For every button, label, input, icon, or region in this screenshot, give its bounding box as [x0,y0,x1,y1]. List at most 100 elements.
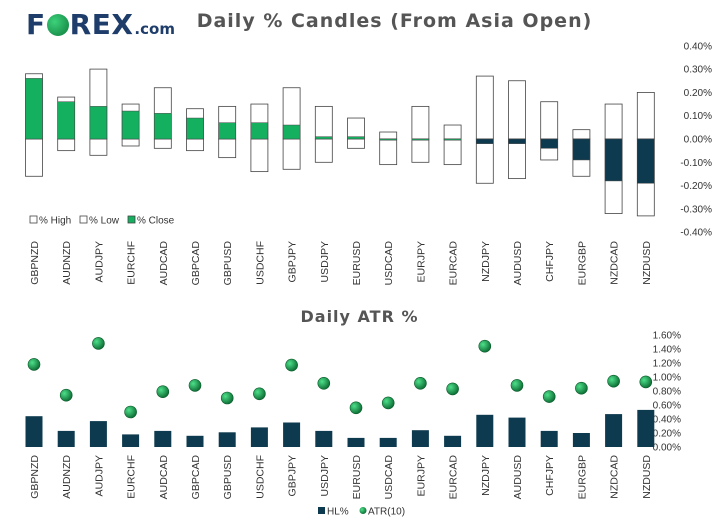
candle-close-bar [25,78,43,140]
candle-category-label: AUDNZD [61,241,73,285]
logo-domain: .com [134,20,175,38]
atr-legend-swatch [318,507,325,514]
candle-y-tick: -0.40% [680,228,712,239]
atr-marker [349,401,363,415]
candle-category-label: EURCHF [126,241,138,285]
candle-y-tick: 0.40% [684,41,712,52]
candle-low-box [218,138,237,159]
atr-marker [639,375,653,389]
atr-category-label: EURCAD [448,455,460,500]
candle-close-bar [315,136,333,140]
candle-close-bar [89,106,108,140]
candle-close-bar [121,110,140,140]
atr-y-tick: 0.80% [653,387,681,398]
candle-close-bar [637,138,655,184]
candle-legend-swatch [79,215,88,224]
candle-low-box [314,138,333,163]
candle-low-box [121,138,140,147]
atr-y-tick: 0.60% [653,401,681,412]
atr-marker [381,396,395,410]
logo-text-f: F [26,8,46,41]
candle-low-box [379,138,398,166]
candle-category-label: AUDJPY [93,241,105,282]
candle-category-label: GBPNZD [29,241,41,285]
atr-marker [542,390,556,403]
atr-legend-marker [359,507,367,514]
candle-high-box [572,129,591,140]
candle-category-label: USDCHF [254,241,266,285]
candle-low-box [57,138,76,152]
candle-close-bar [540,138,558,149]
atr-marker [59,388,73,402]
atr-category-label: USDJPY [319,455,331,496]
candle-close-bar [250,122,269,140]
atr-category-label: NZDCAD [609,455,621,499]
atr-category-label: CHFJPY [544,455,556,496]
candle-y-tick: 0.20% [684,88,712,99]
atr-category-label: EURUSD [351,455,363,500]
candle-category-label: NZDJPY [480,241,492,282]
candle-category-label: AUDUSD [512,241,524,286]
atr-hl-bar [250,427,268,447]
atr-hl-bar [637,409,655,447]
candle-low-box [508,138,526,180]
candle-category-label: EURJPY [415,241,427,282]
candle-low-box [186,138,204,152]
candle-category-label: AUDCAD [158,241,170,286]
atr-category-label: GBPJPY [287,455,299,496]
candle-high-box [443,124,462,140]
atr-y-tick: 0.20% [653,429,681,440]
atr-hl-bar [122,434,140,447]
candle-close-bar [186,117,204,140]
atr-hl-bar [508,417,526,447]
candle-low-box [25,138,43,177]
atr-marker [575,381,588,395]
candle-close-bar [411,138,430,141]
atr-hl-bar [154,430,172,447]
atr-hl-bar [315,430,333,447]
atr-hl-bar [444,435,462,447]
atr-y-tick: 1.20% [653,359,681,370]
candle-y-tick: 0.10% [684,111,712,122]
logo-globe-icon [46,14,69,36]
atr-hl-bar [283,422,301,447]
candle-legend-swatch [127,215,136,224]
candle-category-label: NZDUSD [641,241,653,285]
candle-category-label: USDJPY [319,241,331,282]
atr-category-label: GBPUSD [222,455,234,500]
candle-close-bar [508,138,526,144]
atr-y-tick: 0.40% [653,415,681,426]
atr-hl-bar [476,414,494,447]
candle-high-box [604,103,623,140]
atr-hl-bar [572,433,590,447]
candle-close-bar [154,113,172,140]
candle-low-box [89,138,108,156]
candle-high-box [411,105,430,140]
atr-y-tick: 0.00% [653,443,681,454]
atr-category-label: NZDUSD [641,455,653,499]
candle-high-box [540,101,559,140]
candle-category-label: GBPUSD [222,241,234,286]
candle-close-bar [572,138,591,161]
atr-hl-bar [411,430,429,447]
atr-y-tick: 1.60% [653,331,681,342]
atr-category-label: AUDNZD [61,455,73,499]
candle-close-bar [347,136,365,140]
atr-legend-label: ATR(10) [368,507,405,518]
candle-close-bar [443,138,462,141]
atr-hl-bar [89,421,107,447]
atr-marker [510,379,524,392]
candle-high-box [379,131,398,140]
atr-marker [317,376,331,390]
candle-legend-label: % Close [137,216,175,227]
candle-category-label: EURCAD [448,241,460,286]
candle-low-box [153,138,172,149]
atr-category-label: AUDJPY [93,455,105,496]
candle-legend-label: % High [39,216,71,227]
atr-category-label: USDCHF [254,455,266,499]
candle-category-label: CHFJPY [544,241,556,282]
atr-y-tick: 1.00% [653,373,681,384]
atr-marker [607,374,620,388]
atr-category-label: GBPCAD [190,455,202,500]
